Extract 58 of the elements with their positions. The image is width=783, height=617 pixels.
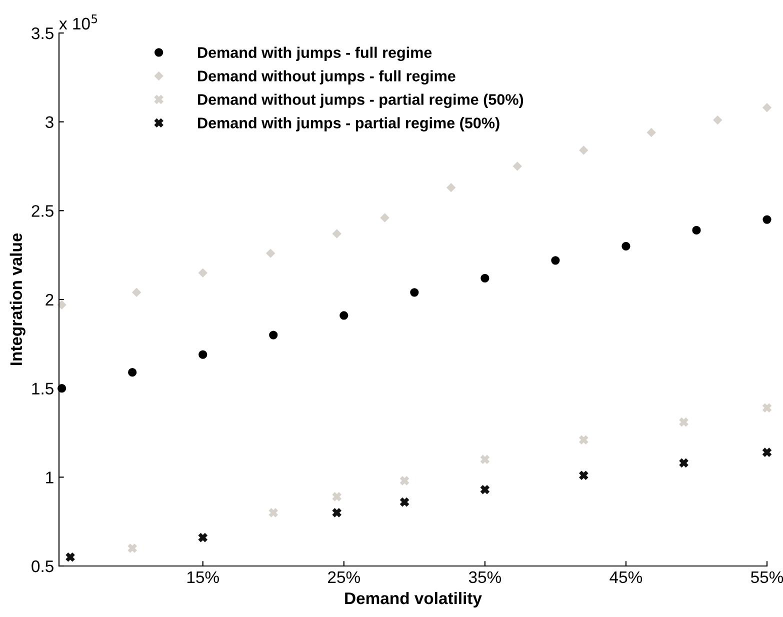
point [198, 350, 208, 359]
point [579, 470, 588, 480]
point [128, 368, 137, 377]
text: x 10$^{5}$ [59, 14, 98, 30]
y-tick-label: 0.5 [32, 560, 54, 572]
y-tick-label: 1.5 [32, 382, 54, 395]
point [480, 485, 490, 494]
point [480, 454, 490, 464]
y-tick-label: 3 [46, 116, 54, 128]
point [410, 288, 419, 297]
point [66, 552, 75, 562]
point [579, 146, 588, 155]
point [579, 435, 588, 444]
legend-label: Demand without jumps - full regime [198, 70, 456, 85]
point [198, 268, 208, 278]
point [647, 128, 656, 137]
point [762, 103, 772, 112]
y-axis-title: Integration value [10, 233, 26, 366]
point [551, 256, 560, 265]
point [266, 249, 275, 258]
point [198, 533, 208, 542]
point [332, 492, 342, 502]
x-axis-title: Demand volatility [345, 592, 482, 608]
point [713, 116, 722, 124]
legend-label: Demand without jumps - partial regime (50%) [198, 94, 524, 108]
point [762, 215, 772, 224]
point [58, 384, 66, 393]
legend-label: Demand with jumps - full regime [198, 46, 432, 62]
point [679, 418, 688, 427]
y-tick-label: 3.5 [32, 27, 54, 40]
point [400, 476, 410, 486]
x-tick-label: 35% [468, 571, 502, 584]
point [268, 508, 278, 518]
x-tick-label: 45% [610, 571, 642, 584]
x-tick-label: 25% [328, 571, 360, 584]
point [128, 544, 137, 553]
point [340, 311, 348, 320]
x-tick-label: 55% [750, 571, 783, 584]
legend-label: Demand with jumps - partial regime (50%) [198, 117, 500, 132]
point [400, 498, 410, 507]
point [380, 214, 390, 222]
point [692, 226, 701, 235]
y-tick-label: 2 [46, 294, 54, 306]
point [269, 330, 278, 340]
point [762, 403, 772, 412]
y-tick-label: 2.5 [32, 205, 54, 217]
point [58, 300, 66, 310]
point [762, 448, 772, 457]
point [513, 162, 522, 171]
y-tick-label: 1 [46, 472, 54, 484]
point [446, 183, 456, 192]
point [132, 288, 141, 297]
x-tick-label: 15% [187, 571, 219, 584]
point [679, 458, 688, 468]
point [332, 508, 342, 518]
point [480, 274, 490, 282]
point [332, 229, 342, 238]
point [622, 242, 630, 251]
